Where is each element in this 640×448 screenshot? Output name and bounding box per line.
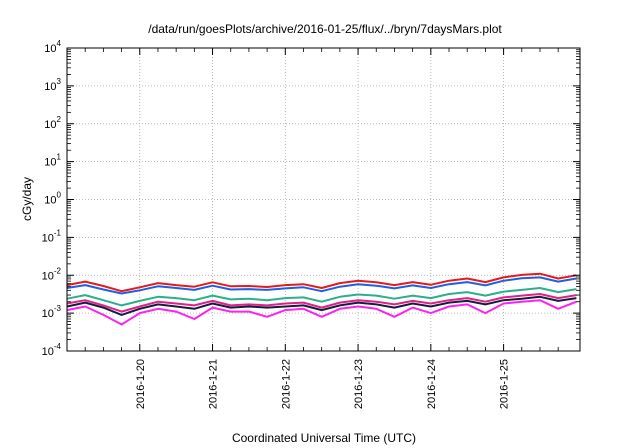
series-line-1 [66,272,577,293]
chart-title: /data/run/goesPlots/archive/2016-01-25/f… [148,22,502,36]
y-tick-exponent: 0 [57,191,62,200]
y-tick-exponent: -4 [54,342,62,351]
x-tick-label: 2016-1-24 [426,359,438,409]
y-tick-label: 103 [44,77,61,93]
y-tick-exponent: -3 [54,304,62,313]
y-tick-exponent: 2 [57,115,62,124]
x-tick-label: 2016-1-20 [135,359,147,409]
y-tick-label: 100 [44,191,61,207]
y-tick-label: 10-3 [42,304,62,320]
series-lines [66,272,577,326]
x-tick-label: 2016-1-22 [280,359,292,409]
series-line-4 [66,293,577,313]
y-tick-exponent: 1 [57,153,62,162]
y-tick-exponent: 3 [57,77,62,86]
x-tick-label: 2016-1-21 [208,359,220,409]
y-tick-base: 10 [42,270,54,282]
y-tick-base: 10 [44,195,56,207]
y-tick-base: 10 [42,308,54,320]
y-tick-label: 10-1 [42,228,62,244]
x-axis: 2016-1-20 2016-1-21 2016-1-22 2016-1-23 2016… [84,48,559,409]
y-tick-label: 102 [44,115,61,131]
y-tick-exponent: -1 [54,228,62,237]
y-tick-label: 10-4 [42,342,62,358]
y-tick-base: 10 [42,346,54,358]
x-tick-label: 2016-1-23 [353,359,365,409]
y-tick-label: 10-2 [42,266,62,282]
y-tick-base: 10 [44,119,56,131]
y-tick-label: 101 [44,153,61,169]
x-tick-label: 2016-1-25 [499,359,511,409]
y-tick-base: 10 [44,43,56,55]
series-line-2 [66,276,577,295]
series-line-6 [66,299,577,326]
y-tick-label: 104 [44,39,61,55]
y-tick-base: 10 [42,232,54,244]
series-line-3 [66,287,577,307]
series-line-5 [66,295,577,316]
x-axis-label: Coordinated Universal Time (UTC) [232,431,416,445]
y-tick-exponent: -2 [54,266,62,275]
y-tick-base: 10 [44,81,56,93]
y-axis-label: cGy/day [20,177,34,221]
y-tick-base: 10 [44,157,56,169]
y-tick-exponent: 4 [57,39,62,48]
